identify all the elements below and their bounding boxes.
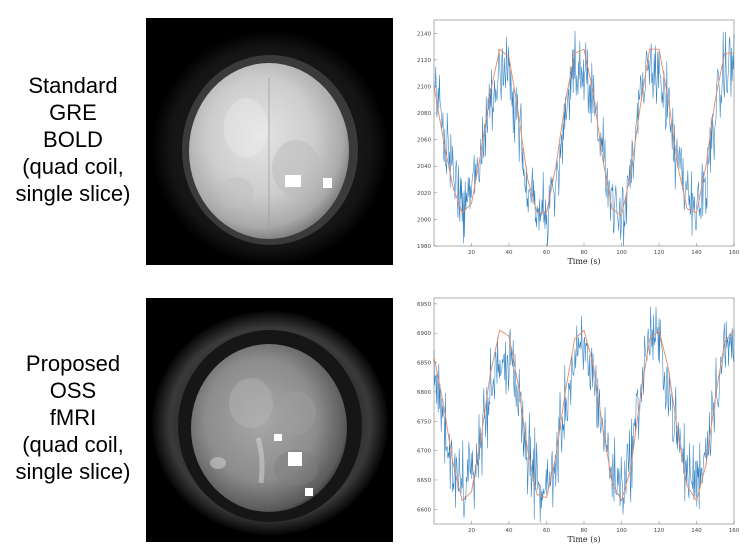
x-tick-label: 100 xyxy=(616,250,627,256)
timecourse-plot-oss-fmri: 6600 6650 6700 6750 6800 6850 6900 6950 20 40 60 80… xyxy=(404,292,752,554)
series-line-fit xyxy=(433,329,735,502)
activation-region xyxy=(288,452,302,466)
activation-region xyxy=(274,434,282,441)
series-line-fit xyxy=(433,48,734,217)
y-tick-label: 2140 xyxy=(417,31,431,37)
x-tick-label: 160 xyxy=(729,250,740,256)
x-tick-label: 20 xyxy=(468,528,475,534)
activation-region xyxy=(323,178,332,188)
series-line-measured xyxy=(433,30,735,247)
timecourse-plot-gre-bold: 1980 2000 2020 2040 2060 2080 2100 2120 2140 20 40… xyxy=(404,14,752,276)
y-tick-label: 2040 xyxy=(417,164,431,170)
x-tick-label: 80 xyxy=(581,250,588,256)
x-tick-label: 20 xyxy=(468,250,475,256)
x-tick-label: 60 xyxy=(543,250,550,256)
series-line-measured xyxy=(433,306,735,523)
label-line: (quad coil, xyxy=(22,154,124,179)
y-tick-label: 2120 xyxy=(417,58,431,64)
y-tick-label: 6650 xyxy=(417,478,431,484)
y-tick-label: 1980 xyxy=(417,244,431,250)
label-line: Standard xyxy=(28,73,118,98)
brain-scan-gre-bold xyxy=(146,18,393,265)
label-line: (quad coil, xyxy=(22,432,124,457)
x-tick-label: 120 xyxy=(654,250,665,256)
y-tick-label: 6600 xyxy=(417,507,431,513)
x-tick-label: 60 xyxy=(543,528,550,534)
x-tick-label: 140 xyxy=(691,528,702,534)
label-line: BOLD xyxy=(43,127,103,152)
y-tick-label: 6750 xyxy=(417,419,431,425)
y-tick-label: 6700 xyxy=(417,449,431,455)
timecourse-chart-oss-fmri: 6600 6650 6700 6750 6800 6850 6900 6950 20 40 60 80… xyxy=(417,297,740,544)
y-tick-label: 6850 xyxy=(417,361,431,367)
x-tick-label: 40 xyxy=(506,250,513,256)
y-tick-label: 2080 xyxy=(417,111,431,117)
x-tick-label: 80 xyxy=(581,528,588,534)
label-line: fMRI xyxy=(49,405,97,430)
x-tick-label: 100 xyxy=(616,528,627,534)
x-axis-label: Time (s) xyxy=(567,535,600,544)
activation-region xyxy=(305,488,313,496)
label-line: single slice) xyxy=(15,181,131,206)
x-tick-label: 120 xyxy=(654,528,665,534)
brain-scan-oss-fmri xyxy=(146,298,393,542)
row-label-standard-gre-bold: Standard GRE BOLD (quad coil, single sli… xyxy=(2,72,144,207)
label-line: Proposed xyxy=(25,351,121,376)
y-tick-label: 6950 xyxy=(417,302,431,308)
y-tick-label: 2020 xyxy=(417,191,431,197)
y-tick-label: 2060 xyxy=(417,138,431,144)
x-axis-label: Time (s) xyxy=(567,257,600,266)
y-tick-label: 2000 xyxy=(417,217,431,223)
x-tick-label: 160 xyxy=(729,528,740,534)
y-tick-label: 6800 xyxy=(417,390,431,396)
activation-region xyxy=(285,175,301,187)
x-tick-label: 140 xyxy=(691,250,702,256)
plot-area xyxy=(433,19,735,247)
label-line: OSS xyxy=(49,378,97,403)
x-tick-label: 40 xyxy=(506,528,513,534)
y-tick-label: 2100 xyxy=(417,84,431,90)
label-line: single slice) xyxy=(15,459,131,484)
y-tick-label: 6900 xyxy=(417,331,431,337)
label-line: GRE xyxy=(49,100,97,125)
row-label-proposed-oss-fmri: Proposed OSS fMRI (quad coil, single sli… xyxy=(2,350,144,485)
